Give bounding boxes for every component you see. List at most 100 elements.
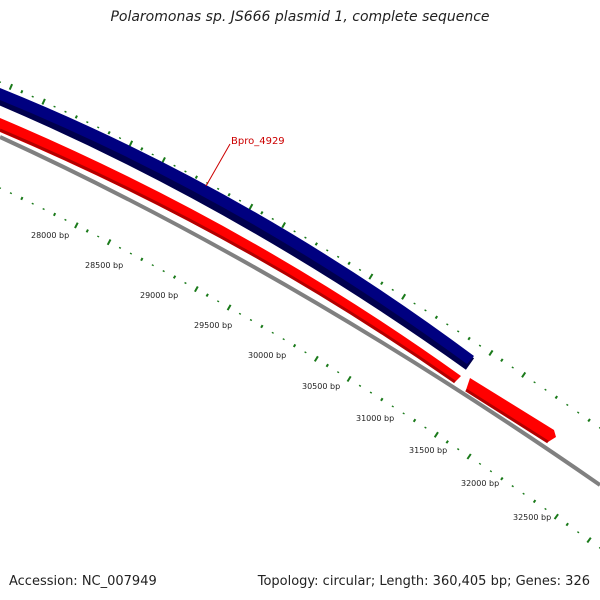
- inner-gc-mark: [511, 485, 514, 488]
- outer-gc-mark: [86, 121, 89, 124]
- inner-gc-mark: [151, 264, 154, 267]
- inner-gc-mark: [9, 192, 13, 195]
- outer-gc-mark: [347, 261, 351, 266]
- tick-label: 29500 bp: [194, 321, 232, 330]
- inner-gc-mark: [553, 513, 559, 520]
- outer-gc-mark: [271, 217, 274, 221]
- outer-gc-mark: [456, 330, 460, 333]
- inner-gc-mark: [500, 476, 504, 481]
- inner-gc-mark: [445, 440, 449, 444]
- outer-gc-track: [0, 81, 600, 429]
- reverse-gene-1[interactable]: [0, 118, 461, 382]
- outer-gc-mark: [260, 211, 264, 215]
- outer-gc-mark: [488, 349, 494, 356]
- outer-gc-mark: [511, 366, 514, 369]
- outer-gc-mark: [380, 281, 384, 286]
- outer-gc-mark: [566, 403, 569, 407]
- inner-gc-mark: [336, 371, 340, 374]
- outer-gc-mark: [227, 192, 231, 197]
- outer-gc-mark: [128, 140, 134, 147]
- inner-gc-mark: [64, 218, 67, 222]
- outer-gc-mark: [194, 175, 198, 179]
- inner-gc-mark: [565, 522, 569, 527]
- inner-gc-mark: [205, 293, 209, 297]
- inner-gc-mark: [172, 275, 177, 279]
- reverse-gene-2-shade: [465, 388, 549, 444]
- tick-label: 31500 bp: [409, 446, 447, 455]
- inner-gc-mark: [52, 212, 57, 217]
- tick-label: 30500 bp: [302, 382, 340, 391]
- inner-gc-mark: [31, 202, 34, 205]
- reverse-gene-track: [0, 118, 556, 444]
- inner-gc-mark: [313, 355, 319, 362]
- outer-gc-mark: [413, 302, 416, 305]
- inner-gc-mark: [544, 507, 547, 511]
- inner-gc-mark: [412, 418, 417, 423]
- inner-gc-mark: [42, 207, 45, 211]
- topology-summary: Topology: circular; Length: 360,405 bp; …: [257, 574, 590, 589]
- outer-gc-mark: [281, 222, 286, 229]
- inner-gc-mark: [226, 304, 232, 311]
- inner-gc-mark: [74, 222, 79, 229]
- outer-gc-mark: [161, 156, 166, 164]
- outer-gc-mark: [304, 236, 307, 239]
- inner-gc-mark: [106, 239, 112, 246]
- inner-gc-mark: [576, 531, 580, 534]
- inner-gc-mark: [391, 405, 394, 408]
- inner-gc-mark: [346, 375, 352, 383]
- gene-label[interactable]: Bpro_4929: [231, 136, 285, 147]
- outer-gc-mark: [151, 153, 154, 156]
- outer-gc-mark: [31, 95, 34, 98]
- outer-gc-mark: [216, 187, 220, 190]
- tick-label: 31000 bp: [356, 414, 394, 423]
- inner-gc-mark: [466, 453, 472, 460]
- outer-gc-mark: [140, 147, 144, 151]
- inner-gc-mark: [433, 431, 439, 438]
- inner-gc-mark: [522, 492, 525, 495]
- inner-gc-mark: [118, 246, 122, 249]
- outer-gc-mark: [391, 288, 394, 292]
- tick-label: 29000 bp: [140, 291, 178, 300]
- outer-gc-mark: [587, 418, 591, 423]
- accession-text: Accession: NC_007949: [9, 574, 157, 589]
- inner-gc-mark: [140, 257, 144, 262]
- inner-gc-mark: [532, 499, 537, 504]
- tick-label: 28000 bp: [31, 231, 69, 240]
- gene-label-leader: [205, 143, 231, 187]
- outer-gc-mark: [554, 395, 559, 400]
- inner-gc-mark: [20, 196, 24, 201]
- forward-gene-track: [0, 88, 475, 370]
- inner-gc-mark: [369, 391, 373, 394]
- outer-gc-mark: [184, 170, 187, 173]
- outer-gc-mark: [248, 203, 254, 210]
- inner-gc-mark: [271, 331, 274, 334]
- inner-gc-mark: [260, 324, 264, 329]
- outer-gc-mark: [53, 105, 56, 108]
- outer-gc-mark: [500, 358, 504, 362]
- backbone-line: [0, 135, 600, 487]
- inner-gc-mark: [456, 448, 460, 451]
- tick-label: 28500 bp: [85, 261, 123, 270]
- outer-gc-mark: [368, 273, 374, 280]
- outer-gc-mark: [401, 293, 407, 300]
- tick-label: 32500 bp: [513, 513, 551, 522]
- outer-gc-mark: [118, 137, 122, 140]
- inner-gc-mark: [194, 286, 199, 293]
- inner-gc-mark: [238, 312, 242, 315]
- reverse-gene-1-shade: [0, 128, 456, 384]
- inner-gc-mark: [424, 426, 427, 429]
- forward-gene-Bpro_4929[interactable]: [0, 88, 474, 364]
- outer-gc-mark: [358, 268, 362, 272]
- outer-gc-mark: [467, 336, 471, 341]
- inner-gc-mark: [358, 384, 362, 387]
- outer-gc-mark: [107, 130, 111, 135]
- inner-gc-mark: [249, 318, 253, 322]
- outer-gc-mark: [446, 323, 449, 326]
- reverse-gene-2[interactable]: [466, 378, 556, 442]
- inner-gc-mark: [402, 412, 405, 415]
- outer-gc-mark: [8, 83, 14, 90]
- inner-gc-mark: [325, 363, 329, 368]
- outer-gc-mark: [74, 115, 78, 119]
- inner-gc-mark: [216, 300, 220, 303]
